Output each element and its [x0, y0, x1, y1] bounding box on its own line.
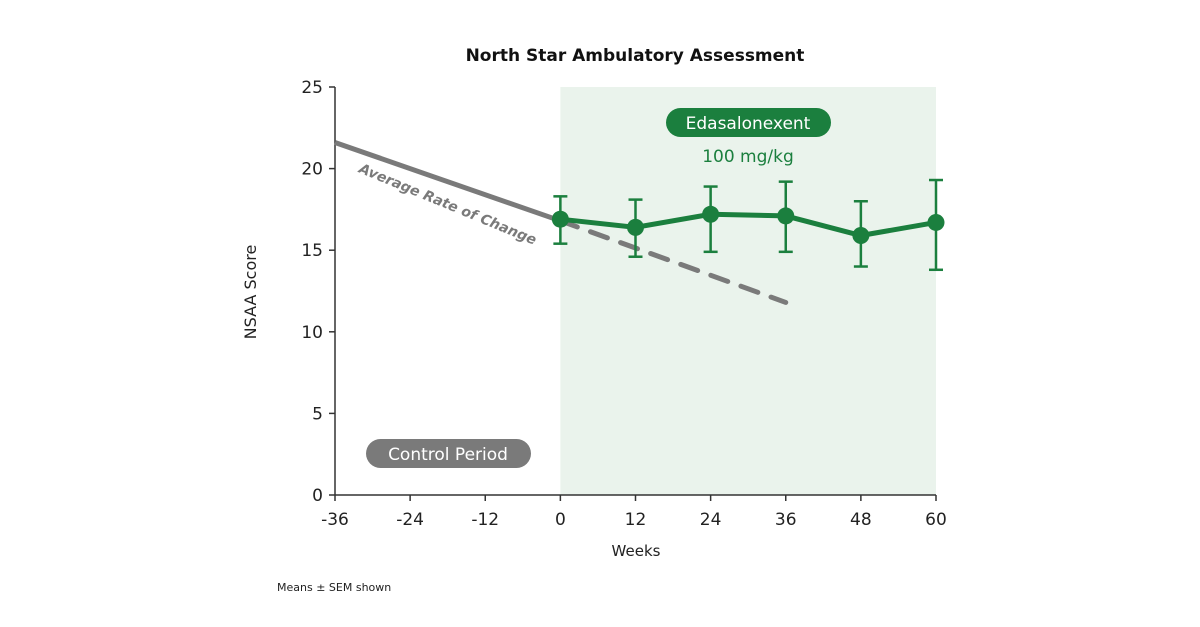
- data-point: [852, 227, 870, 245]
- x-tick-label: -36: [321, 510, 349, 530]
- footnote: Means ± SEM shown: [277, 581, 391, 594]
- rate-of-change-line: [334, 140, 562, 224]
- control-period-label: Control Period: [388, 445, 508, 465]
- y-axis-label: NSAA Score: [241, 245, 260, 340]
- dose-label: 100 mg/kg: [702, 147, 794, 167]
- x-axis-label: Weeks: [612, 542, 661, 560]
- projected-rate-line: [557, 218, 789, 305]
- x-tick-label: -12: [471, 510, 499, 530]
- chart-title: North Star Ambulatory Assessment: [466, 46, 805, 66]
- y-tick-label: 20: [301, 160, 323, 180]
- x-tick-label: -24: [396, 510, 424, 530]
- x-tick-label: 60: [925, 510, 947, 530]
- treatment-series-line: [560, 211, 937, 239]
- x-tick-label: 36: [775, 510, 797, 530]
- y-tick-label: 25: [301, 78, 323, 98]
- y-tick-label: 0: [312, 486, 323, 506]
- y-tick-label: 10: [301, 323, 323, 343]
- x-tick-label: 0: [555, 510, 566, 530]
- data-point: [927, 213, 945, 231]
- x-tick-label: 12: [625, 510, 647, 530]
- data-point: [627, 218, 644, 236]
- data-point: [551, 210, 569, 228]
- treatment-label-badge: Edasalonexent: [666, 108, 831, 137]
- data-point: [777, 207, 795, 225]
- y-tick-label: 15: [301, 241, 323, 261]
- data-point: [702, 205, 720, 223]
- x-tick-label: 48: [850, 510, 872, 530]
- y-tick-label: 5: [312, 404, 323, 424]
- treatment-label: Edasalonexent: [686, 114, 811, 134]
- x-tick-label: 24: [700, 510, 722, 530]
- control-period-badge: Control Period: [366, 439, 531, 468]
